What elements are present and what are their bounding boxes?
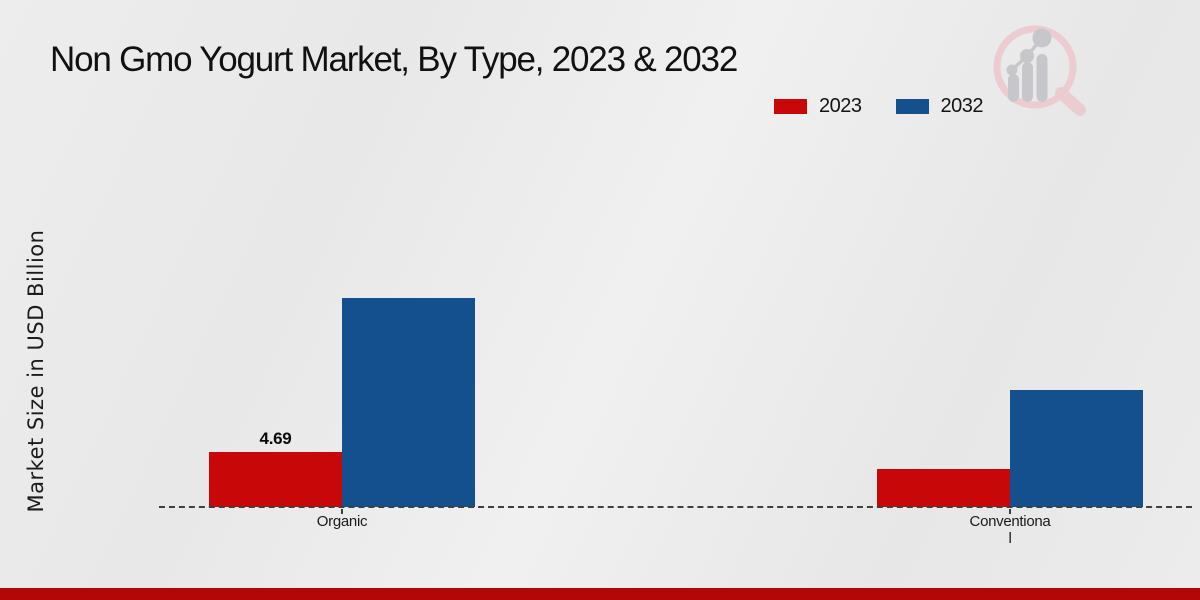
x-axis-baseline — [159, 506, 1192, 508]
legend: 2023 2032 — [774, 95, 983, 118]
category-label-organic: Organic — [316, 513, 368, 530]
legend-item-2032: 2032 — [895, 95, 984, 118]
bar-2032-conventional — [1010, 390, 1143, 507]
legend-swatch-2023 — [774, 99, 807, 114]
x-axis-tick — [1009, 509, 1011, 514]
legend-swatch-2032 — [895, 99, 929, 114]
bar-2023-organic — [209, 452, 342, 507]
footer-accent-bar — [0, 588, 1200, 600]
bar-2032-organic — [342, 298, 475, 507]
market-research-future-logo-icon — [993, 25, 1086, 116]
bar-value-label: 4.69 — [259, 429, 292, 448]
category-label-conventional: Conventiona l — [969, 513, 1051, 547]
x-axis-tick — [341, 509, 343, 514]
legend-label-2023: 2023 — [819, 95, 862, 117]
legend-item-2023: 2023 — [774, 95, 862, 118]
chart-title: Non Gmo Yogurt Market, By Type, 2023 & 2… — [50, 40, 738, 79]
legend-label-2032: 2032 — [940, 95, 984, 117]
bar-2023-conventional — [877, 469, 1010, 507]
